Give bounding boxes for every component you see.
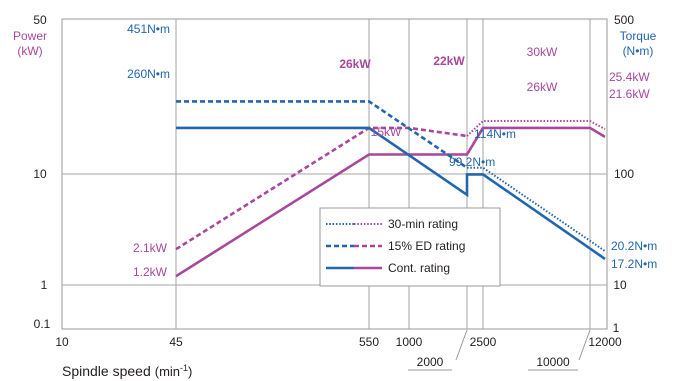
- x-tick-label: 12000: [588, 335, 622, 349]
- y-right-tick-label: 1: [613, 321, 620, 335]
- y-right-tick-label: 500: [614, 13, 634, 27]
- x-tick-label: 1000: [396, 335, 423, 349]
- annotation-451nm: 451N•m: [127, 22, 170, 36]
- annotation-25-4kw: 25.4kW: [609, 70, 650, 84]
- annotation-22kw: 22kW: [433, 54, 465, 68]
- series-line-power-solid: [175, 126, 606, 278]
- x-tick-label: 45: [169, 335, 183, 349]
- annotation-20-2nm: 20.2N•m: [611, 239, 657, 253]
- annotation-26kw-peak: 26kW: [339, 57, 371, 71]
- legend-label-cont: Cont. rating: [388, 261, 450, 275]
- callout-leader-2000: [455, 329, 468, 361]
- y-right-tick-label: 100: [614, 167, 634, 181]
- y-left-tick-label: 10: [33, 167, 47, 181]
- y-left-tick-label: 1: [41, 278, 48, 292]
- annotation-26kw-high: 26kW: [527, 80, 558, 94]
- annotation-17-2nm: 17.2N•m: [611, 257, 657, 271]
- annotation-1-2kw: 1.2kW: [133, 265, 168, 279]
- x-tick-label: 2500: [470, 335, 497, 349]
- y-left-label-line2: (kW): [17, 44, 42, 58]
- annotation-2-1kw: 2.1kW: [133, 241, 168, 255]
- y-left-tick-label: 50: [33, 13, 47, 27]
- series-layer: [175, 100, 606, 278]
- x-callout-label: 2000: [417, 355, 444, 369]
- annotation-15kw: 15kW: [371, 125, 402, 139]
- legend-label-30min: 30-min rating: [388, 217, 458, 231]
- y-right-tick-label: 10: [613, 278, 627, 292]
- y-left-label-line1: Power: [13, 29, 47, 43]
- y-left-tick-label: 0.1: [34, 317, 51, 331]
- annotation-260nm: 260N•m: [127, 67, 170, 81]
- annotation-114nm: 114N•m: [474, 127, 516, 141]
- legend-label-ed: 15% ED rating: [388, 239, 465, 253]
- annotation-30kw: 30kW: [527, 45, 558, 59]
- series-line-torque-dashed: [176, 100, 468, 169]
- series-line-power-dotted: [466, 120, 606, 137]
- series-line-power-dashed: [175, 126, 468, 251]
- x-callout-label: 10000: [536, 355, 570, 369]
- x-axis-label: Spindle speed (min-1): [62, 363, 192, 379]
- series-line-torque-solid: [176, 126, 606, 260]
- callout-leader-10000: [578, 329, 591, 361]
- y-right-label-line2: (N•m): [623, 44, 654, 58]
- x-tick-label: 550: [359, 335, 379, 349]
- annotation-99-2nm: 99.2N•m: [449, 155, 495, 169]
- annotation-21-6kw: 21.6kW: [609, 87, 650, 101]
- legend: 30-min rating 15% ED rating Cont. rating: [319, 207, 501, 287]
- y-right-label-line1: Torque: [620, 29, 657, 43]
- x-tick-label: 10: [55, 335, 69, 349]
